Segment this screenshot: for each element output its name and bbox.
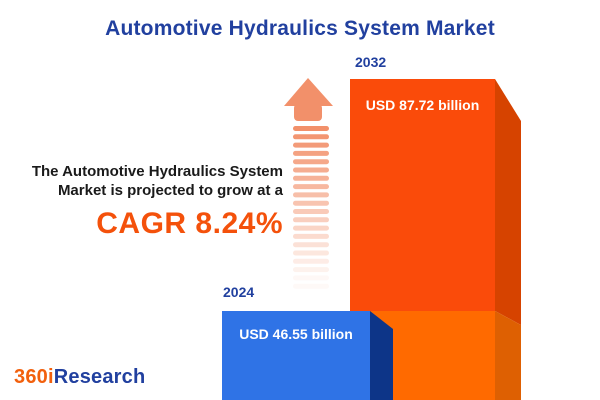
growth-arrow-stripe bbox=[293, 258, 329, 264]
bar-2032-front-top bbox=[350, 79, 495, 311]
growth-arrow-stripe bbox=[293, 217, 329, 223]
growth-arrow-stripe bbox=[293, 225, 329, 231]
brand-logo: 360iResearch bbox=[14, 366, 145, 389]
growth-arrow-stripe bbox=[293, 175, 329, 181]
growth-arrow-stripe bbox=[293, 134, 329, 140]
page-title: Automotive Hydraulics System Market bbox=[105, 17, 495, 40]
value-label-2024: USD 46.55 billion bbox=[239, 326, 353, 342]
cagr-value: CAGR 8.24% bbox=[96, 207, 283, 240]
growth-arrow-stripe bbox=[293, 275, 329, 281]
bar-2032-side-top bbox=[495, 79, 521, 325]
growth-arrow-stripe bbox=[293, 209, 329, 214]
year-label-2024: 2024 bbox=[223, 284, 255, 300]
growth-arrow-stripe bbox=[293, 283, 329, 289]
logo-part-orange: 360i bbox=[14, 366, 54, 388]
growth-arrow-stripe bbox=[293, 192, 329, 198]
growth-arrow-stripe bbox=[293, 159, 329, 165]
growth-arrow-stripe bbox=[293, 250, 329, 256]
growth-arrow-stripe bbox=[293, 267, 329, 273]
intro-line-2: Market is projected to grow at a bbox=[57, 182, 283, 199]
intro-line-1: The Automotive Hydraulics System bbox=[31, 163, 283, 180]
growth-arrow-stripe bbox=[293, 242, 329, 248]
growth-arrow-neck bbox=[294, 104, 322, 121]
growth-arrow-stripe bbox=[293, 167, 329, 173]
growth-arrow-stripe bbox=[293, 126, 329, 131]
bar-2032-side-bottom bbox=[495, 311, 521, 400]
growth-arrow-stripe bbox=[293, 150, 329, 156]
growth-arrow-stripe bbox=[293, 233, 329, 239]
intro-text-block: The Automotive Hydraulics System Market … bbox=[0, 162, 283, 241]
growth-arrow-head-icon bbox=[284, 78, 333, 106]
value-label-2032: USD 87.72 billion bbox=[365, 97, 480, 113]
bar-2024-front bbox=[222, 311, 370, 400]
bar-2024-side bbox=[370, 311, 393, 400]
logo-part-blue: Research bbox=[53, 366, 146, 388]
growth-arrow-stripe bbox=[293, 184, 329, 190]
growth-arrow-stripe bbox=[293, 200, 329, 206]
year-label-2032: 2032 bbox=[355, 54, 387, 70]
growth-arrow-stripe bbox=[293, 142, 329, 148]
growth-arrow-stripes bbox=[293, 126, 329, 289]
